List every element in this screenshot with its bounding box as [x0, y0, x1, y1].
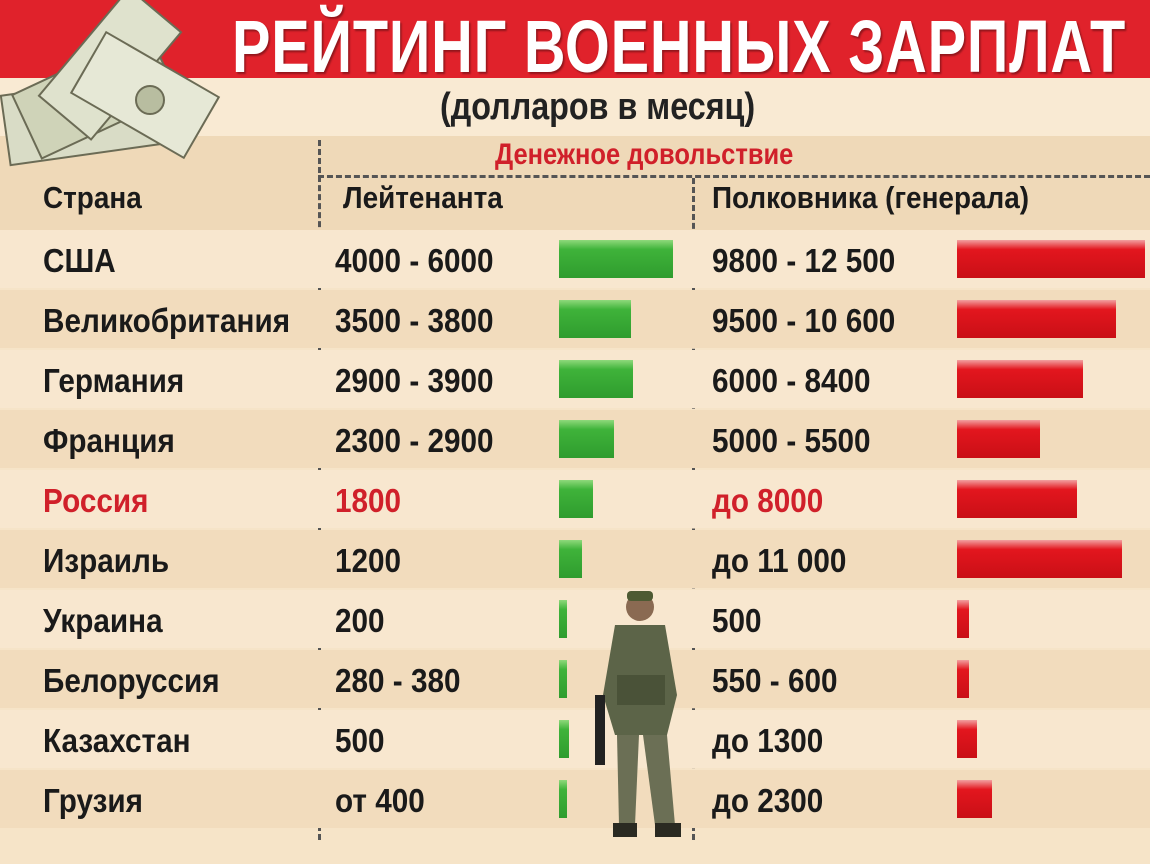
colonel-bar — [957, 720, 977, 758]
lieutenant-salary: 3500 - 3800 — [335, 302, 494, 339]
table-row: Казахстан 500 до 1300 — [0, 710, 1150, 768]
page-title: РЕЙТИНГ ВОЕННЫХ ЗАРПЛАТ — [232, 5, 1127, 88]
colonel-salary: 550 - 600 — [712, 662, 838, 699]
table-row: США 4000 - 6000 9800 - 12 500 — [0, 230, 1150, 288]
table-row: Украина 200 500 — [0, 590, 1150, 648]
lieutenant-bar — [559, 240, 673, 278]
colonel-bar — [957, 660, 969, 698]
country-name: Франция — [43, 422, 175, 459]
column-header-country: Страна — [43, 180, 142, 215]
lieutenant-bar — [559, 780, 567, 818]
lieutenant-salary: 500 — [335, 722, 385, 759]
colonel-bar — [957, 240, 1145, 278]
country-name: Украина — [43, 602, 163, 639]
country-name: Россия — [43, 482, 149, 519]
lieutenant-salary: 2300 - 2900 — [335, 422, 494, 459]
title-banner — [0, 0, 1150, 78]
lieutenant-bar — [559, 660, 567, 698]
colonel-salary: до 8000 — [712, 482, 824, 519]
header-band — [0, 136, 1150, 230]
colonel-bar — [957, 600, 969, 638]
colonel-bar — [957, 480, 1078, 518]
country-name: Великобритания — [43, 302, 291, 339]
lieutenant-salary: 1200 — [335, 542, 402, 579]
lieutenant-bar — [559, 600, 567, 638]
colonel-bar — [957, 420, 1040, 458]
colonel-salary: 6000 - 8400 — [712, 362, 871, 399]
group-header: Денежное довольствие — [495, 138, 794, 171]
lieutenant-bar — [559, 720, 569, 758]
colonel-salary: 9500 - 10 600 — [712, 302, 896, 339]
table-row: Великобритания 3500 - 3800 9500 - 10 600 — [0, 290, 1150, 348]
subtitle: (долларов в месяц) — [440, 86, 756, 128]
lieutenant-bar — [559, 300, 632, 338]
table-row: Германия 2900 - 3900 6000 - 8400 — [0, 350, 1150, 408]
country-name: Белоруссия — [43, 662, 220, 699]
colonel-salary: 5000 - 5500 — [712, 422, 871, 459]
colonel-salary: 9800 - 12 500 — [712, 242, 896, 279]
lieutenant-salary: от 400 — [335, 782, 425, 819]
colonel-salary: до 11 000 — [712, 542, 847, 579]
colonel-salary: 500 — [712, 602, 762, 639]
country-name: Казахстан — [43, 722, 191, 759]
lieutenant-salary: 280 - 380 — [335, 662, 461, 699]
money-stack-icon — [0, 0, 221, 167]
colonel-bar — [957, 300, 1117, 338]
lieutenant-salary: 1800 — [335, 482, 402, 519]
lieutenant-salary: 2900 - 3900 — [335, 362, 494, 399]
soldier-illustration — [595, 591, 681, 837]
column-header-lieutenant: Лейтенанта — [343, 180, 503, 215]
lieutenant-bar — [559, 540, 582, 578]
country-name: США — [43, 242, 116, 279]
lieutenant-bar — [559, 480, 594, 518]
colonel-salary: до 2300 — [712, 782, 824, 819]
country-name: Грузия — [43, 782, 143, 819]
country-name: Израиль — [43, 542, 170, 579]
country-name: Германия — [43, 362, 185, 399]
table-row: Россия 1800 до 8000 — [0, 470, 1150, 528]
header-divider — [318, 175, 1150, 178]
colonel-bar — [957, 360, 1084, 398]
table-row: Израиль 1200 до 11 000 — [0, 530, 1150, 588]
table-row: Франция 2300 - 2900 5000 - 5500 — [0, 410, 1150, 468]
lieutenant-salary: 200 — [335, 602, 385, 639]
lieutenant-salary: 4000 - 6000 — [335, 242, 494, 279]
lieutenant-bar — [559, 420, 615, 458]
colonel-bar — [957, 780, 992, 818]
colonel-salary: до 1300 — [712, 722, 824, 759]
table-row: Грузия от 400 до 2300 — [0, 770, 1150, 828]
colonel-bar — [957, 540, 1123, 578]
column-header-colonel: Полковника (генерала) — [712, 180, 1030, 215]
lieutenant-bar — [559, 360, 634, 398]
table-row: Белоруссия 280 - 380 550 - 600 — [0, 650, 1150, 708]
